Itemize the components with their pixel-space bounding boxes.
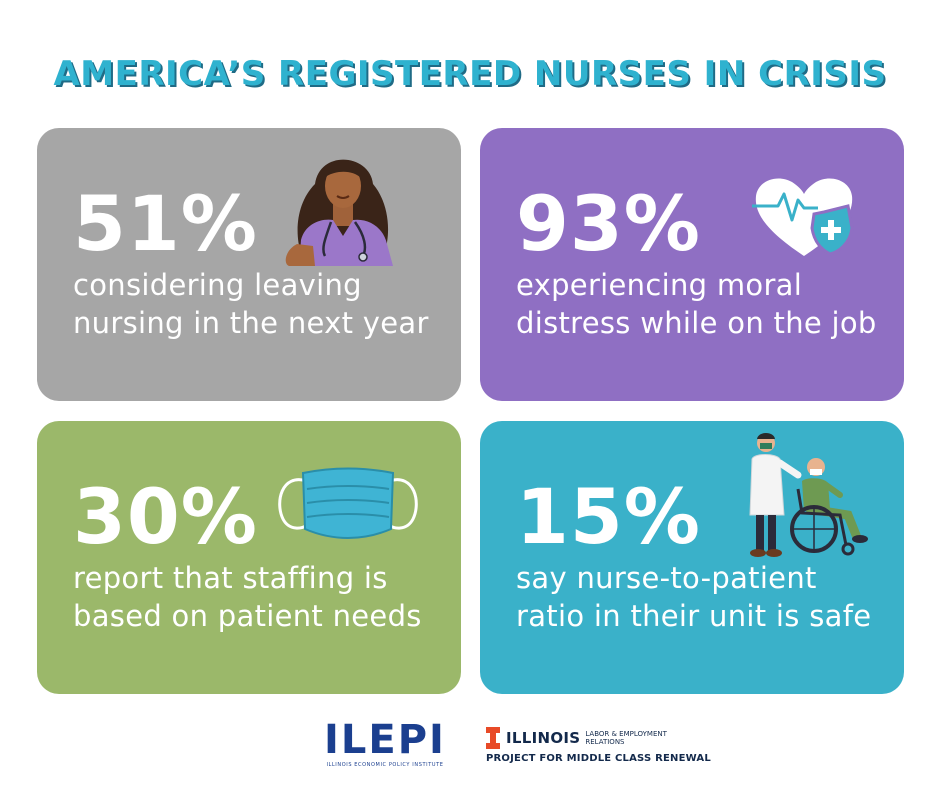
stat-card-staffing: 30% report that staffing is based on pat… <box>37 421 461 694</box>
face-mask-icon <box>278 467 418 539</box>
page-title: AMERICA’S REGISTERED NURSES IN CRISIS <box>53 54 887 94</box>
stat-description: experiencing moral distress while on the… <box>516 266 886 342</box>
stat-percent: 51% <box>73 179 258 268</box>
stat-description-line: say nurse-to-patient <box>516 561 817 595</box>
stat-description-line: experiencing moral <box>516 268 803 302</box>
stat-percent: 93% <box>516 179 701 268</box>
stat-description: report that staffing is based on patient… <box>73 559 443 635</box>
stat-description-line: distress while on the job <box>516 306 877 340</box>
stat-card-ratio: 15% say nurse-to-patient ratio in their … <box>480 421 904 694</box>
wheelchair-patient-icon <box>749 433 868 557</box>
stat-description-line: based on patient needs <box>73 599 422 633</box>
stat-description-line: nursing in the next year <box>73 306 429 340</box>
stat-description-line: ratio in their unit is safe <box>516 599 872 633</box>
stat-card-moral-distress: 93% experiencing moral distress while on… <box>480 128 904 401</box>
illinois-unit-name: LABOR & EMPLOYMENT RELATIONS <box>585 730 667 746</box>
stat-description-line: considering leaving <box>73 268 362 302</box>
project-name: PROJECT FOR MIDDLE CLASS RENEWAL <box>486 753 711 764</box>
stat-percent: 30% <box>73 472 258 561</box>
ilepi-logo-wordmark: ILEPI <box>324 717 446 763</box>
nurse-icon <box>285 159 393 266</box>
illinois-block-i-icon <box>486 727 500 749</box>
stat-description-line: report that staffing is <box>73 561 388 595</box>
stat-description: considering leaving nursing in the next … <box>73 266 443 342</box>
illinois-ler-logo: ILLINOIS LABOR & EMPLOYMENT RELATIONS PR… <box>486 727 711 764</box>
stat-percent: 15% <box>516 472 701 561</box>
stat-card-leaving: 51% considering leaving nursing in the n… <box>37 128 461 401</box>
ilepi-logo-subtitle: ILLINOIS ECONOMIC POLICY INSTITUTE <box>326 762 444 768</box>
stat-description: say nurse-to-patient ratio in their unit… <box>516 559 886 635</box>
ilepi-logo: ILEPI ILLINOIS ECONOMIC POLICY INSTITUTE <box>318 720 452 768</box>
heart-shield-icon <box>752 178 854 256</box>
illinois-wordmark: ILLINOIS <box>506 729 581 747</box>
